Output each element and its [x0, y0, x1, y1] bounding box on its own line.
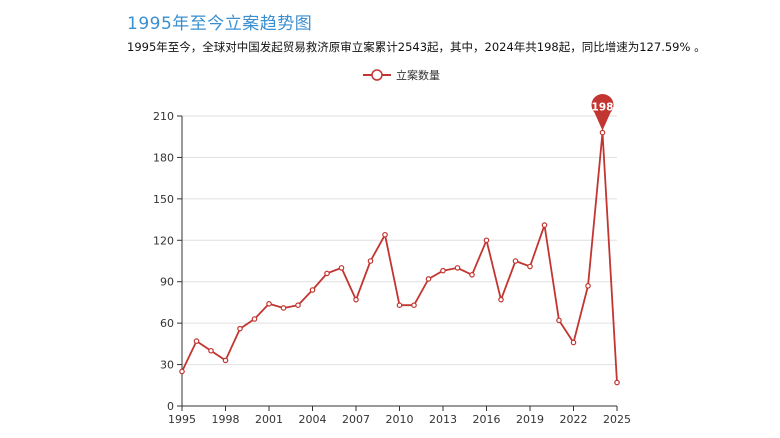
y-tick-label: 210 [153, 110, 174, 123]
data-point [396, 302, 403, 308]
data-point [469, 272, 475, 278]
y-tick-label: 150 [153, 193, 174, 206]
data-point [570, 339, 577, 346]
data-point [541, 222, 548, 228]
data-point [556, 317, 562, 324]
x-tick-label: 2010 [386, 413, 414, 426]
page-description: 1995年至今，全球对中国发起贸易救济原审立案累计2543起，其中，2024年共… [127, 40, 706, 54]
x-tick-label: 2019 [516, 413, 544, 426]
max-value-pin: 198 [591, 94, 614, 131]
data-point [382, 231, 388, 238]
data-point [338, 265, 345, 271]
x-tick-label: 2022 [560, 413, 588, 426]
x-tick-label: 2004 [299, 413, 327, 426]
data-point [367, 258, 374, 264]
series-polyline [181, 131, 618, 383]
x-tick-label: 2007 [342, 413, 370, 426]
y-tick-label: 120 [153, 234, 174, 247]
data-point [179, 368, 185, 375]
data-point [440, 267, 446, 274]
data-point [295, 302, 301, 308]
data-points [179, 129, 620, 386]
data-point [353, 296, 359, 303]
y-tick-label: 60 [160, 317, 174, 330]
data-point [454, 265, 461, 271]
data-point [425, 276, 432, 282]
x-tick-label: 2016 [473, 413, 501, 426]
data-point [222, 357, 229, 364]
data-point [280, 305, 287, 311]
x-tick-label: 1995 [168, 413, 196, 426]
x-tick-label: 1998 [212, 413, 240, 426]
x-tick-label: 2013 [429, 413, 457, 426]
axes: 0 30 60 90 120 150 180 210 1995 1998 2001 2004 2007 2… [153, 110, 631, 426]
data-point [527, 263, 533, 270]
y-tick-label: 30 [160, 359, 174, 372]
legend-label: 立案数量 [396, 68, 440, 82]
data-point [266, 301, 272, 307]
data-point [585, 283, 591, 289]
data-point [599, 129, 606, 136]
data-point [309, 287, 316, 293]
pin-value-label: 198 [592, 102, 614, 114]
page-title: 1995年至今立案趋势图 [127, 14, 313, 34]
data-point [208, 347, 214, 354]
legend[interactable]: 立案数量 [363, 68, 440, 82]
data-point [498, 296, 504, 303]
legend-circle-icon [371, 69, 383, 81]
y-tick-label: 180 [153, 151, 174, 164]
x-tick-label: 2001 [255, 413, 283, 426]
data-point [237, 325, 243, 332]
data-point [251, 316, 258, 322]
x-tick-label: 2025 [603, 413, 631, 426]
grid-lines [182, 115, 617, 366]
pin-marker [591, 94, 614, 131]
data-point [193, 338, 200, 344]
y-tick-label: 90 [160, 276, 174, 289]
series-line [181, 131, 618, 383]
y-tick-label: 0 [167, 400, 174, 413]
data-point [483, 237, 490, 244]
data-point [512, 258, 519, 264]
data-point [411, 302, 417, 308]
data-point [324, 270, 330, 277]
data-point [614, 379, 620, 386]
